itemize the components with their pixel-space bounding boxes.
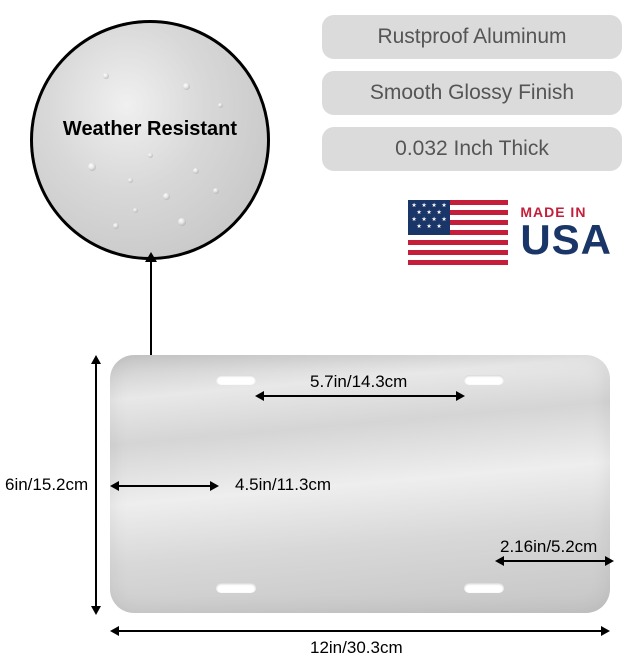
dim-left-margin-label: 4.5in/11.3cm [235,475,331,495]
slot-top-right [464,375,504,385]
dim-bottom-slot-line [500,560,608,562]
usa-flag-icon: ★ ★ ★ ★ ★ ★ ★ ★ ★ ★ ★ ★ ★ ★ [408,200,508,265]
slot-bottom-left [216,583,256,593]
dim-bottom-slot-label: 2.16in/5.2cm [500,537,597,557]
made-in-usa-badge: ★ ★ ★ ★ ★ ★ ★ ★ ★ ★ ★ ★ ★ ★ MADE IN USA [408,200,612,265]
feature-badges: Rustproof Aluminum Smooth Glossy Finish … [322,15,622,183]
slot-bottom-right [464,583,504,593]
license-plate [110,355,610,613]
dim-left-margin-line [115,485,213,487]
slot-top-left [216,375,256,385]
weather-resistant-circle: Weather Resistant [30,20,270,260]
dim-width-line [115,630,605,632]
dim-height-line [95,360,97,610]
badge-glossy: Smooth Glossy Finish [322,71,622,115]
dim-height-label: 6in/15.2cm [5,475,88,495]
dim-top-slots-label: 5.7in/14.3cm [310,372,407,392]
badge-rustproof: Rustproof Aluminum [322,15,622,59]
usa-label: USA [520,219,612,261]
plate-diagram: 5.7in/14.3cm 4.5in/11.3cm 2.16in/5.2cm 6… [0,340,637,660]
weather-resistant-label: Weather Resistant [33,118,267,141]
dim-width-label: 12in/30.3cm [310,638,403,658]
badge-thickness: 0.032 Inch Thick [322,127,622,171]
dim-top-slots-line [260,395,460,397]
